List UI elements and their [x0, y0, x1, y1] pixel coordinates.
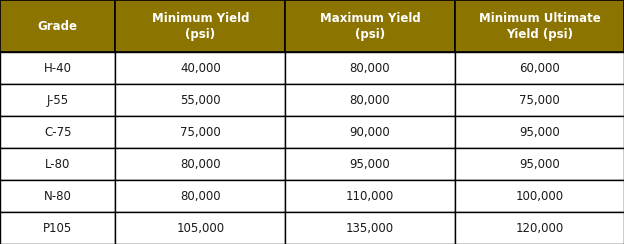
Text: L-80: L-80 — [45, 158, 71, 171]
Text: 95,000: 95,000 — [519, 158, 560, 171]
Bar — [455, 148, 624, 180]
Bar — [455, 180, 624, 212]
Bar — [455, 116, 624, 148]
Text: 75,000: 75,000 — [519, 94, 560, 107]
Text: 40,000: 40,000 — [180, 62, 221, 75]
Text: 110,000: 110,000 — [346, 190, 394, 203]
Bar — [0, 0, 115, 52]
Text: Maximum Yield
(psi): Maximum Yield (psi) — [319, 12, 421, 41]
Bar — [115, 180, 285, 212]
Bar — [115, 52, 285, 84]
Bar — [455, 52, 624, 84]
Bar — [115, 212, 285, 244]
Text: 55,000: 55,000 — [180, 94, 221, 107]
Bar — [455, 0, 624, 52]
Bar — [0, 148, 115, 180]
Bar — [285, 0, 455, 52]
Text: N-80: N-80 — [44, 190, 72, 203]
Bar — [0, 52, 115, 84]
Bar — [455, 84, 624, 116]
Text: 75,000: 75,000 — [180, 126, 221, 139]
Bar — [0, 84, 115, 116]
Text: 80,000: 80,000 — [349, 94, 391, 107]
Text: H-40: H-40 — [44, 62, 72, 75]
Bar — [285, 52, 455, 84]
Bar — [0, 212, 115, 244]
Bar — [285, 212, 455, 244]
Text: Minimum Yield
(psi): Minimum Yield (psi) — [152, 12, 249, 41]
Text: 120,000: 120,000 — [515, 222, 563, 234]
Bar — [455, 212, 624, 244]
Text: C-75: C-75 — [44, 126, 72, 139]
Text: 105,000: 105,000 — [176, 222, 225, 234]
Bar — [285, 148, 455, 180]
Text: Grade: Grade — [37, 20, 78, 33]
Bar — [0, 180, 115, 212]
Bar — [115, 84, 285, 116]
Bar — [285, 84, 455, 116]
Text: 100,000: 100,000 — [515, 190, 563, 203]
Text: 80,000: 80,000 — [180, 158, 221, 171]
Bar — [0, 116, 115, 148]
Text: Minimum Ultimate
Yield (psi): Minimum Ultimate Yield (psi) — [479, 12, 600, 41]
Text: 135,000: 135,000 — [346, 222, 394, 234]
Text: 95,000: 95,000 — [349, 158, 391, 171]
Text: 95,000: 95,000 — [519, 126, 560, 139]
Bar — [115, 0, 285, 52]
Text: J-55: J-55 — [47, 94, 69, 107]
Bar — [285, 116, 455, 148]
Text: 60,000: 60,000 — [519, 62, 560, 75]
Text: 80,000: 80,000 — [180, 190, 221, 203]
Bar — [115, 148, 285, 180]
Text: 90,000: 90,000 — [349, 126, 391, 139]
Bar — [285, 180, 455, 212]
Bar — [115, 116, 285, 148]
Text: P105: P105 — [43, 222, 72, 234]
Text: 80,000: 80,000 — [349, 62, 391, 75]
